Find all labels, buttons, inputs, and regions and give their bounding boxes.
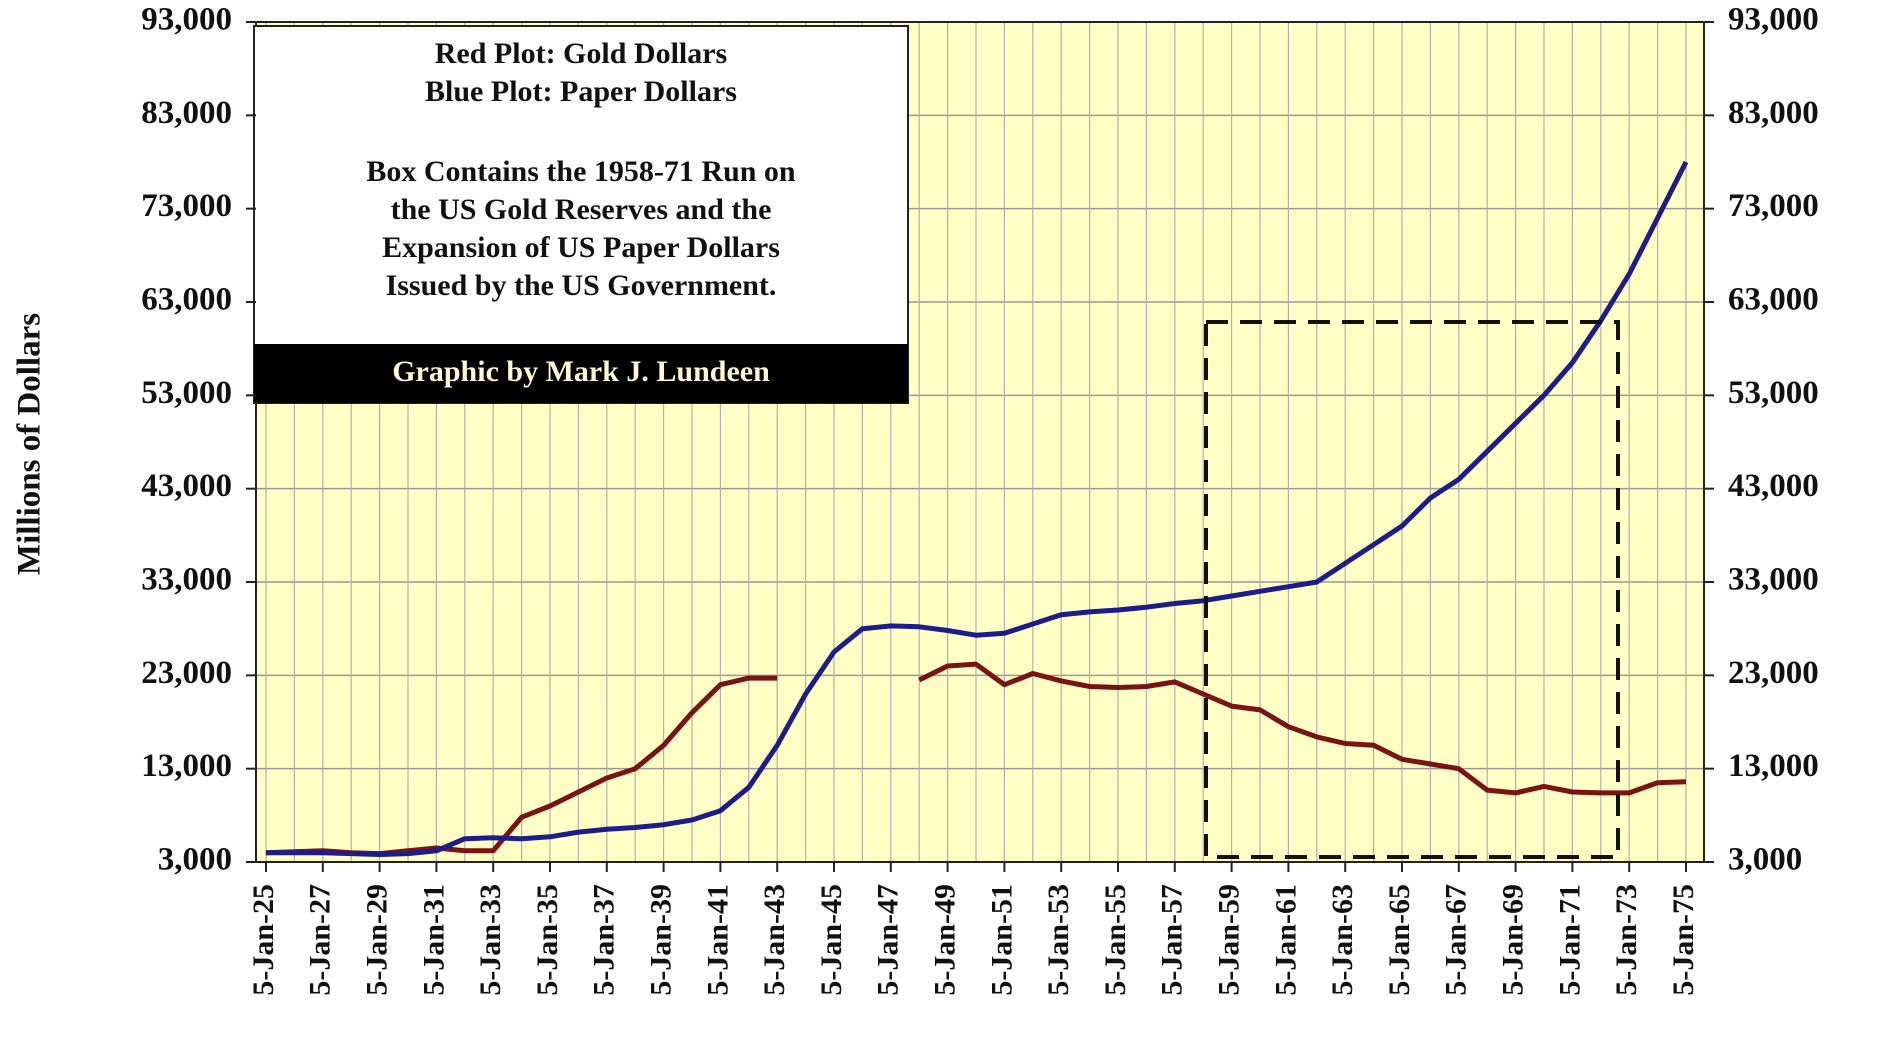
- x-tick-label: 5-Jan-61: [1269, 884, 1302, 996]
- x-tick-label: 5-Jan-67: [1440, 884, 1473, 996]
- y-tick-label: 53,000: [141, 375, 232, 411]
- x-tick-label: 5-Jan-51: [985, 884, 1018, 996]
- plot-frame: [255, 21, 1705, 863]
- x-tick-label: 5-Jan-75: [1667, 884, 1700, 996]
- annotation: Box Contains the 1958-71 Run on: [366, 155, 796, 188]
- y-axis-label: Millions of Dollars: [12, 313, 48, 575]
- x-tick-label: 5-Jan-65: [1383, 884, 1416, 996]
- x-tick-label: 5-Jan-73: [1610, 884, 1643, 996]
- y2-tick-label: 73,000: [1728, 188, 1819, 224]
- highlight-box: [1204, 320, 1620, 859]
- y-tick-label: 83,000: [141, 95, 232, 131]
- y-tick-label: 93,000: [141, 2, 232, 38]
- y2-tick-label: 93,000: [1728, 2, 1819, 38]
- x-tick-label: 5-Jan-25: [247, 884, 280, 996]
- x-tick-label: 5-Jan-39: [644, 884, 677, 996]
- annotation: Issued by the US Government.: [386, 269, 777, 302]
- series-line: [266, 160, 1689, 857]
- credit: Graphic by Mark J. Lundeen: [392, 355, 770, 388]
- lines: [265, 160, 1689, 857]
- y2-tick-label: 63,000: [1728, 282, 1819, 318]
- x-tick-label: 5-Jan-29: [360, 884, 393, 996]
- x-tick-label: 5-Jan-27: [304, 884, 337, 996]
- legend-entry: Red Plot: Gold Dollars: [435, 37, 728, 70]
- x-tick-label: 5-Jan-41: [701, 884, 734, 996]
- x-tick-label: 5-Jan-43: [758, 884, 791, 996]
- x-tick-label: 5-Jan-57: [1156, 884, 1189, 996]
- x-tick-label: 5-Jan-47: [872, 884, 905, 996]
- y2-tick-label: 33,000: [1728, 562, 1819, 598]
- x-tick-label: 5-Jan-71: [1553, 884, 1586, 996]
- y2-tick-label: 53,000: [1728, 375, 1819, 411]
- x-tick-label: 5-Jan-63: [1326, 884, 1359, 996]
- y-tick-label: 33,000: [141, 562, 232, 598]
- x-tick-label: 5-Jan-53: [1042, 884, 1075, 996]
- y-tick-label: 23,000: [141, 655, 232, 691]
- y2-tick-label: 23,000: [1728, 655, 1819, 691]
- y-tick-label: 43,000: [141, 468, 232, 504]
- credit-band: [254, 344, 908, 403]
- x-tick-label: 5-Jan-55: [1099, 884, 1132, 996]
- x-tick-label: 5-Jan-49: [928, 884, 961, 996]
- annotation: the US Gold Reserves and the: [391, 193, 772, 226]
- y-tick-label: 13,000: [141, 748, 232, 784]
- legend-entry: Blue Plot: Paper Dollars: [425, 75, 737, 108]
- x-tick-label: 5-Jan-69: [1496, 884, 1529, 996]
- y-tick-label: 63,000: [141, 282, 232, 318]
- x-tick-label: 5-Jan-33: [474, 884, 507, 996]
- annotation: Expansion of US Paper Dollars: [382, 231, 780, 264]
- y2-tick-label: 13,000: [1728, 748, 1819, 784]
- y2-tick-label: 3,000: [1728, 842, 1802, 878]
- x-tick-label: 5-Jan-59: [1212, 884, 1245, 996]
- note-box: [253, 25, 909, 404]
- x-tick-label: 5-Jan-35: [531, 884, 564, 996]
- y-tick-label: 73,000: [141, 188, 232, 224]
- x-tick-label: 5-Jan-45: [815, 884, 848, 996]
- y-tick-label: 3,000: [158, 842, 232, 878]
- y2-tick-label: 83,000: [1728, 95, 1819, 131]
- x-tick-label: 5-Jan-31: [417, 884, 450, 996]
- y2-tick-label: 43,000: [1728, 468, 1819, 504]
- x-tick-label: 5-Jan-37: [588, 884, 621, 996]
